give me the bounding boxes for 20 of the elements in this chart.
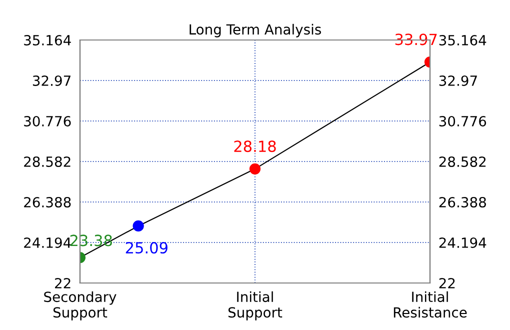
data-label: 28.18 [234, 140, 276, 152]
data-label: 25.09 [126, 242, 168, 254]
x-tick-label: Initial Resistance [394, 291, 467, 318]
y2-tick-label: 30.776 [439, 116, 486, 126]
y-tick-label: 35.164 [24, 34, 71, 46]
y-tick-label: 28.582 [24, 156, 70, 167]
y-tick-label: 26.388 [24, 196, 71, 208]
y2-tick-label: 35.164 [439, 34, 486, 46]
y2-tick-label: 26.388 [439, 196, 486, 208]
x-tick-label: Initial Support [228, 291, 282, 320]
y2-tick-label: 24.194 [439, 237, 486, 248]
y-tick-label: 30.776 [24, 116, 71, 126]
x-tick-label: Secondary Support [44, 291, 116, 320]
chart-title: Long Term Analysis [190, 24, 321, 38]
y2-tick-label: 32.97 [439, 75, 477, 86]
y2-tick-label: 22 [439, 278, 455, 288]
y-tick-label: 32.97 [32, 75, 70, 86]
y2-tick-label: 28.582 [439, 156, 486, 167]
y-tick-label: 22 [55, 278, 70, 288]
y-tick-label: 24.194 [24, 237, 71, 248]
